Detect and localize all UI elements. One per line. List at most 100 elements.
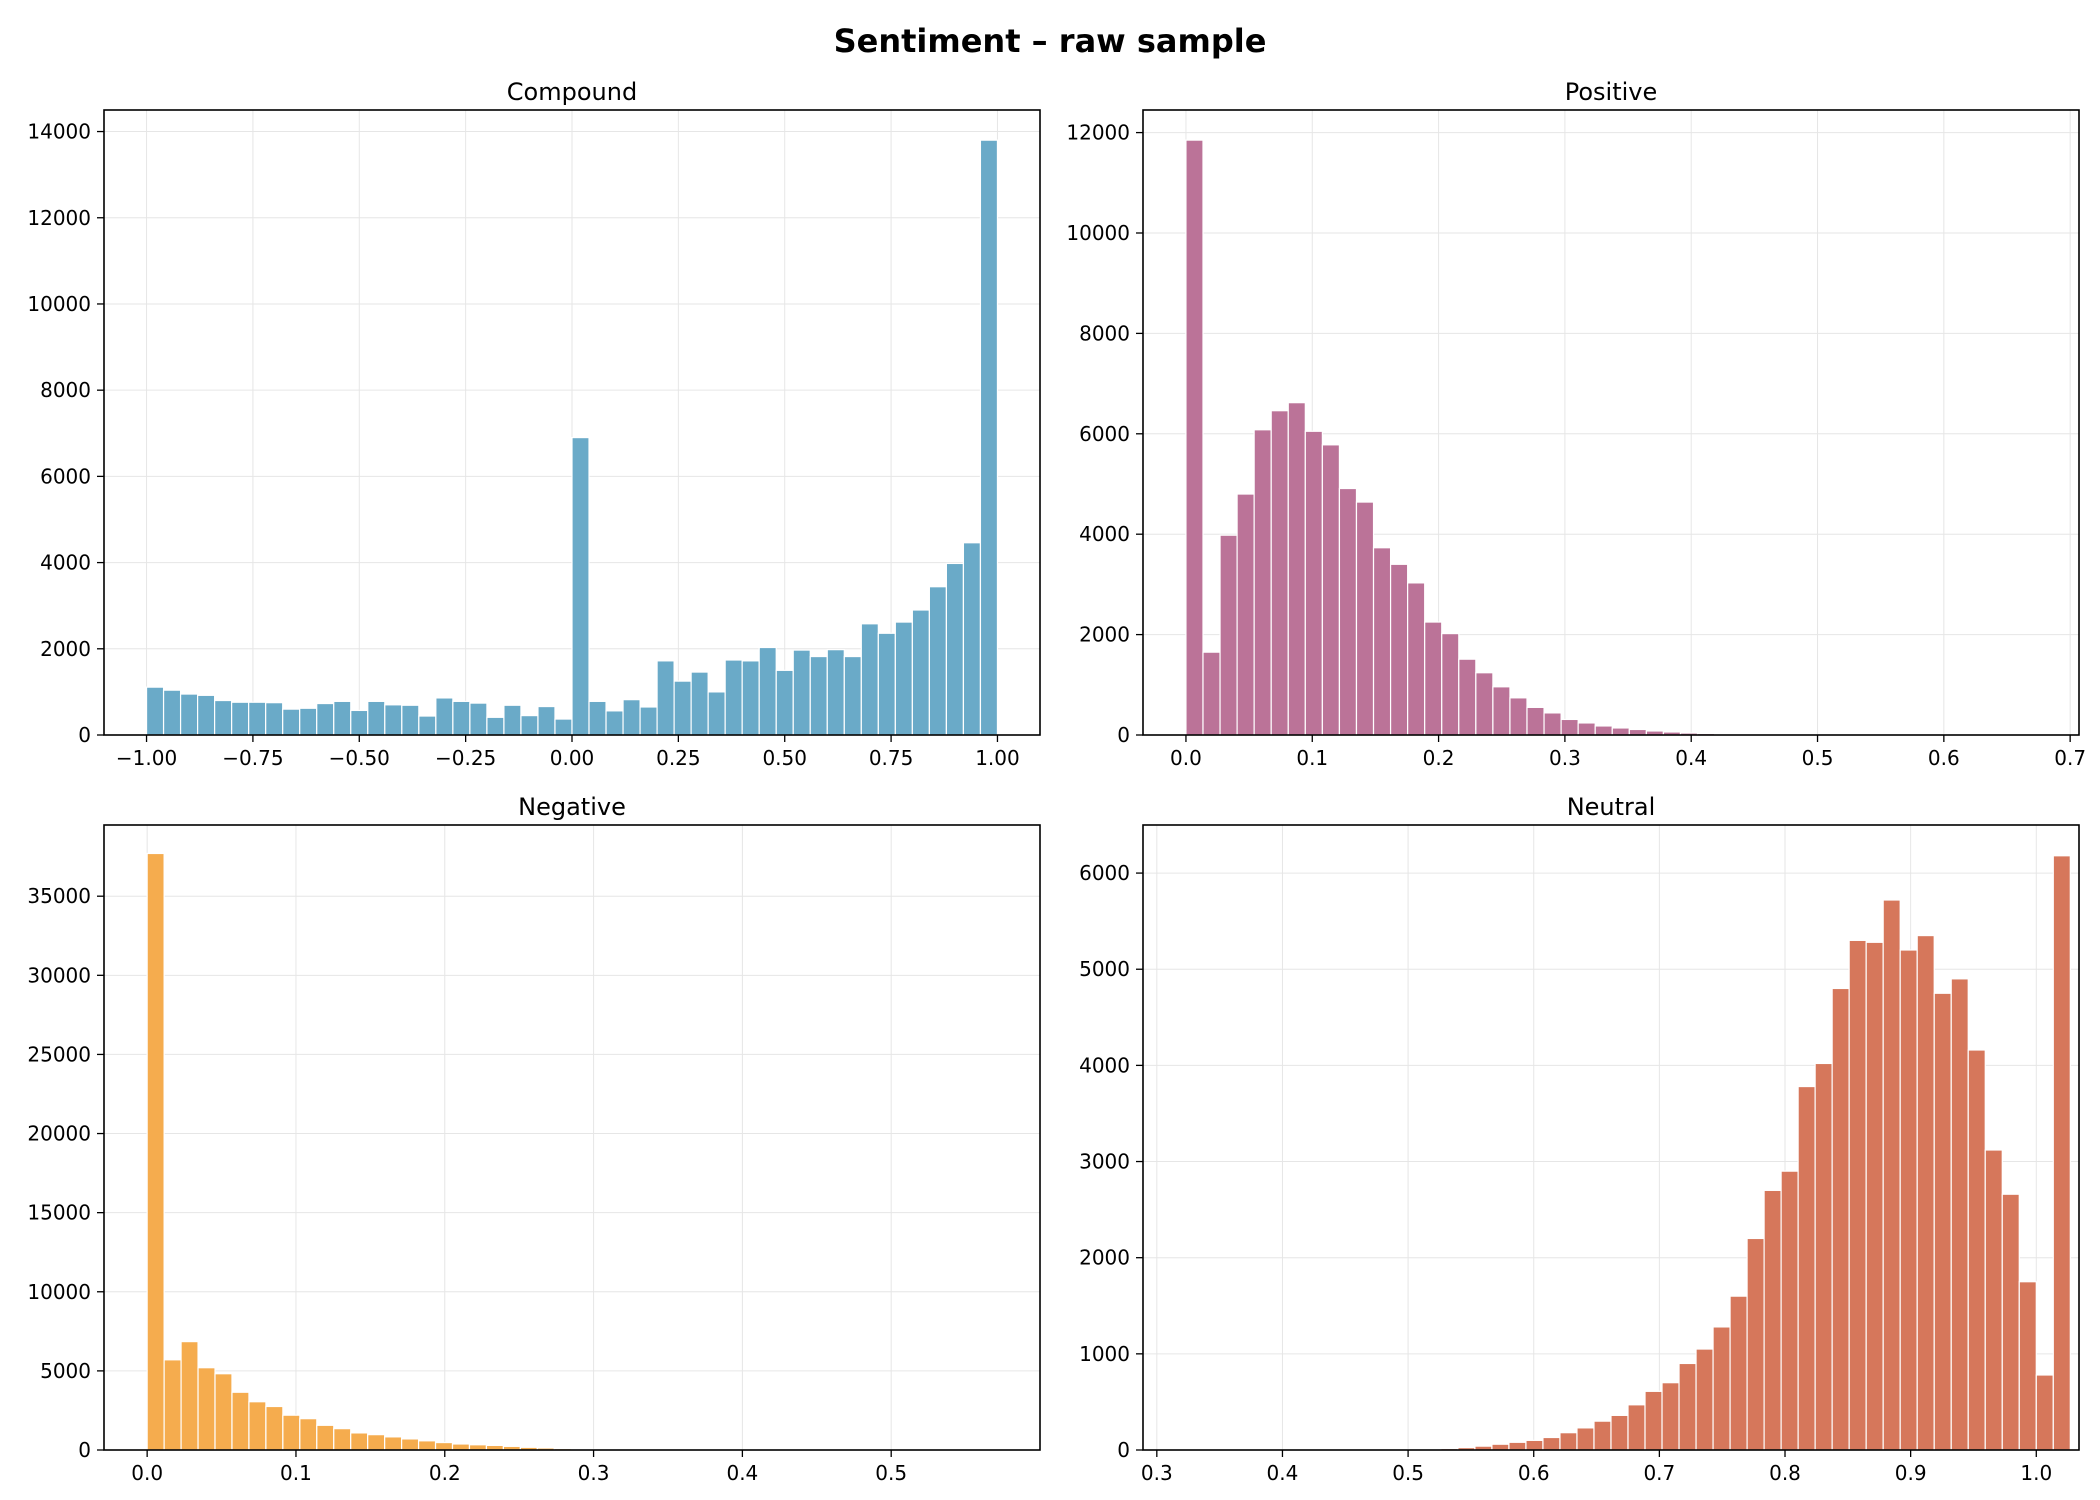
histogram-bar bbox=[316, 1424, 335, 1451]
histogram-bar bbox=[1628, 728, 1647, 736]
histogram-bar bbox=[1508, 1441, 1527, 1451]
histogram-bar bbox=[418, 715, 437, 736]
x-tick-label: 0.2 bbox=[429, 1461, 461, 1485]
x-tick-label: 1.0 bbox=[2020, 1461, 2052, 1485]
histogram-bar bbox=[1865, 941, 1884, 1451]
x-tick-label: 0.0 bbox=[1170, 746, 1202, 770]
histogram-bar bbox=[2052, 855, 2071, 1451]
histogram-bar bbox=[163, 1359, 182, 1451]
histogram-bar bbox=[1321, 444, 1341, 736]
y-tick-label: 25000 bbox=[27, 1042, 91, 1066]
histogram-bar bbox=[434, 1441, 454, 1451]
histogram-bar bbox=[1950, 978, 1969, 1451]
histogram-bar bbox=[554, 718, 573, 736]
y-tick-label: 12000 bbox=[1066, 121, 1130, 145]
histogram-bar bbox=[1338, 487, 1358, 736]
histogram-bar bbox=[1576, 1427, 1595, 1451]
x-tick-label: 0.6 bbox=[1928, 746, 1960, 770]
histogram-bar bbox=[945, 562, 965, 736]
histogram-bar bbox=[673, 680, 692, 736]
x-tick-label: 0.3 bbox=[1141, 1461, 1173, 1485]
x-tick-label: 0.3 bbox=[578, 1461, 610, 1485]
histogram-bar bbox=[1814, 1062, 1833, 1451]
histogram-bar bbox=[180, 1341, 199, 1451]
histogram-bar bbox=[1933, 992, 1952, 1451]
histogram-bar bbox=[417, 1440, 437, 1451]
x-tick-label: 0.1 bbox=[1296, 746, 1328, 770]
histogram-bar bbox=[1458, 658, 1477, 736]
histogram-bar bbox=[1763, 1189, 1782, 1451]
histogram-bar bbox=[231, 1391, 250, 1451]
histogram-bar bbox=[724, 659, 743, 736]
axes-frame bbox=[103, 824, 1041, 1451]
y-tick-label: 4000 bbox=[40, 551, 91, 575]
histogram-bar bbox=[792, 649, 811, 736]
histogram-bar bbox=[469, 702, 488, 736]
y-tick-label: 14000 bbox=[27, 120, 91, 144]
histogram-bar bbox=[843, 655, 862, 736]
histogram-bar bbox=[622, 699, 641, 736]
histogram-bar bbox=[690, 671, 709, 736]
histogram-bar bbox=[367, 700, 386, 736]
histogram-bar bbox=[197, 694, 216, 736]
histogram-bar bbox=[1372, 547, 1392, 736]
histogram-bar bbox=[248, 701, 267, 736]
histogram-bar bbox=[146, 852, 165, 1451]
histogram-bar bbox=[503, 704, 522, 736]
subplot-compound: −1.00 −0.75 −0.50 −0.25 0.00 0.25 0.50 0.75 1.00… bbox=[27, 78, 1041, 770]
x-tick-label: 0.9 bbox=[1895, 1461, 1927, 1485]
histogram-bar bbox=[877, 632, 896, 736]
histogram-bar bbox=[1746, 1237, 1765, 1451]
histogram-bar bbox=[350, 1432, 369, 1451]
histogram-bar bbox=[1644, 1390, 1663, 1451]
histogram-bar bbox=[1678, 1362, 1697, 1451]
histogram-bar bbox=[1509, 697, 1528, 736]
histogram-bar bbox=[1185, 139, 1204, 736]
histogram-bar bbox=[1253, 429, 1272, 736]
x-tick-label: −0.25 bbox=[435, 746, 496, 770]
y-tick-label: 0 bbox=[78, 1438, 91, 1462]
x-tick-label: 0.75 bbox=[869, 746, 914, 770]
histogram-bar bbox=[1780, 1170, 1799, 1451]
histogram-bar bbox=[1543, 712, 1562, 736]
subplot-neutral: 0.3 0.4 0.5 0.6 0.7 0.8 0.9 1.0 0 1000 2000 3000 400… bbox=[1079, 793, 2080, 1485]
axes-frame bbox=[1142, 109, 2080, 736]
y-tick-label: 10000 bbox=[1066, 221, 1130, 245]
histogram-bar bbox=[911, 609, 930, 736]
x-tick-label: 0.5 bbox=[875, 1461, 907, 1485]
x-tick-label: 0.1 bbox=[280, 1461, 312, 1485]
histogram-bar bbox=[1441, 632, 1460, 736]
subplot-negative: 0.0 0.1 0.2 0.3 0.4 0.5 0 5000 10000 15000 20000 25… bbox=[27, 793, 1041, 1485]
histogram-bar bbox=[1916, 934, 1935, 1451]
histogram-bar bbox=[265, 1405, 284, 1451]
histogram-bar bbox=[1627, 1404, 1646, 1451]
y-tick-label: 0 bbox=[1117, 1438, 1130, 1462]
histogram-bar bbox=[1542, 1436, 1561, 1451]
histogram-bar bbox=[214, 1373, 233, 1451]
histogram-bar bbox=[162, 689, 182, 736]
y-tick-label: 1000 bbox=[1079, 1342, 1130, 1366]
y-tick-label: 6000 bbox=[1079, 422, 1130, 446]
histogram-bar bbox=[1577, 722, 1596, 736]
histogram-bar bbox=[1407, 582, 1426, 736]
histogram-bar bbox=[1475, 672, 1494, 736]
x-tick-label: 0.4 bbox=[1675, 746, 1707, 770]
histogram-bar bbox=[1424, 621, 1443, 736]
histogram-bar bbox=[1526, 706, 1545, 736]
histogram-bar bbox=[316, 702, 335, 736]
histogram-bar bbox=[2035, 1374, 2054, 1451]
y-tick-label: 4000 bbox=[1079, 1053, 1130, 1077]
y-tick-label: 5000 bbox=[1079, 957, 1130, 981]
histogram-bar bbox=[1304, 430, 1323, 736]
x-tick-label: 0.5 bbox=[1392, 1461, 1424, 1485]
x-tick-label: 0.2 bbox=[1423, 746, 1455, 770]
histogram-bar bbox=[1848, 939, 1867, 1451]
y-tick-label: 6000 bbox=[40, 464, 91, 488]
figure-title: Sentiment – raw sample bbox=[833, 22, 1267, 60]
histogram-bar bbox=[1611, 727, 1630, 736]
y-tick-label: 2000 bbox=[40, 637, 91, 661]
histogram-bar bbox=[775, 669, 794, 736]
subplot-title: Compound bbox=[507, 78, 637, 106]
y-tick-label: 8000 bbox=[40, 378, 91, 402]
x-tick-label: −0.50 bbox=[329, 746, 390, 770]
